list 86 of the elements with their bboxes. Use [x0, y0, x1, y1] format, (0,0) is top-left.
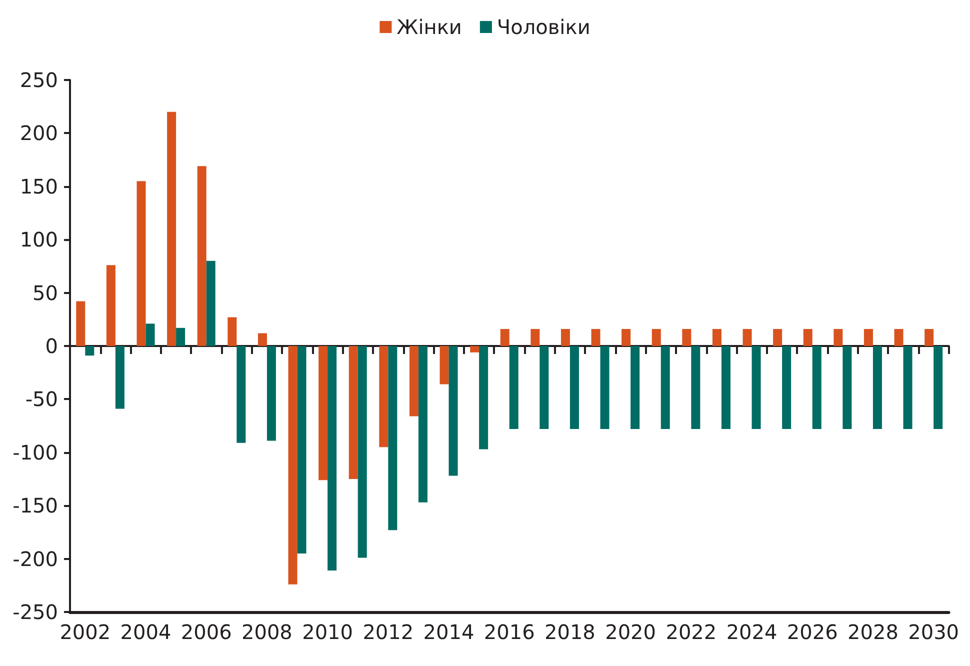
bar [206, 260, 216, 346]
bar [530, 328, 540, 346]
bar [721, 346, 730, 429]
bar [288, 346, 298, 584]
x-tick-label: 2008 [242, 620, 292, 644]
x-tick-label: 2010 [302, 620, 354, 644]
x-tick-label: 2028 [848, 620, 898, 644]
bar [540, 346, 549, 429]
x-tick-label: 2026 [786, 620, 838, 644]
bar [591, 328, 600, 346]
bar [894, 328, 904, 346]
bar [742, 328, 752, 346]
x-tick-label: 2030 [908, 620, 960, 644]
y-tick-label: -50 [25, 387, 58, 412]
x-tick-label: 2004 [120, 620, 172, 644]
bar [834, 328, 843, 346]
y-tick-label: 100 [20, 228, 58, 252]
y-tick-label: 0 [45, 334, 58, 358]
bar [622, 328, 631, 346]
bar [812, 346, 822, 429]
bar [570, 346, 579, 429]
bar [864, 328, 873, 346]
bar [176, 328, 186, 346]
bar [448, 346, 458, 476]
bar [348, 346, 358, 479]
bar [236, 346, 246, 443]
legend-label: Чоловіки [496, 15, 590, 39]
bar [115, 346, 124, 409]
bar [266, 346, 276, 441]
bar [842, 346, 852, 429]
bar [318, 346, 328, 480]
bar [500, 328, 510, 346]
bar [409, 346, 418, 416]
bar [803, 328, 812, 346]
bar [924, 328, 934, 346]
bar [872, 346, 882, 429]
y-tick-label: -200 [12, 546, 58, 571]
bar [773, 328, 782, 346]
bar [297, 346, 306, 554]
x-tick-label: 2012 [362, 620, 414, 644]
x-tick-label: 2006 [180, 620, 232, 644]
y-tick-label: 250 [20, 68, 58, 92]
x-tick-label: 2020 [605, 620, 656, 644]
y-tick-label: -100 [12, 440, 58, 464]
bar [167, 112, 176, 346]
bar [509, 346, 518, 429]
bar [228, 317, 237, 346]
bar [660, 346, 670, 429]
x-tick-label: 2022 [666, 620, 717, 644]
bar [358, 346, 367, 558]
bar [600, 346, 610, 429]
bar [328, 346, 337, 571]
legend-label: Жінки [396, 15, 462, 39]
x-tick-label: 2014 [423, 620, 474, 644]
bar [418, 346, 428, 502]
bar [440, 346, 449, 384]
bar [106, 265, 116, 346]
y-tick-label: 150 [20, 174, 58, 198]
bar [712, 328, 722, 346]
bar [470, 346, 480, 352]
bar [682, 328, 692, 346]
bar [630, 346, 640, 429]
x-tick-label: 2016 [484, 620, 535, 644]
bar [258, 333, 267, 346]
bar [76, 301, 86, 346]
bar [903, 346, 912, 429]
bar [782, 346, 792, 429]
y-tick-label: 200 [20, 121, 58, 146]
bar [388, 346, 398, 530]
y-tick-label: -250 [12, 600, 58, 624]
bar [652, 328, 661, 346]
bar [146, 324, 155, 346]
x-tick-label: 2024 [726, 620, 778, 644]
bar [197, 166, 206, 346]
bar [934, 346, 943, 429]
x-tick-label: 2002 [60, 620, 111, 644]
y-tick-label: -150 [12, 494, 58, 518]
bar [691, 346, 700, 429]
bar [752, 346, 761, 429]
bar [379, 346, 388, 448]
bar [85, 346, 94, 356]
y-tick-label: 50 [32, 280, 58, 305]
bar [136, 181, 146, 346]
bar [560, 328, 570, 346]
x-tick-label: 2018 [544, 620, 596, 644]
bar [479, 346, 488, 450]
